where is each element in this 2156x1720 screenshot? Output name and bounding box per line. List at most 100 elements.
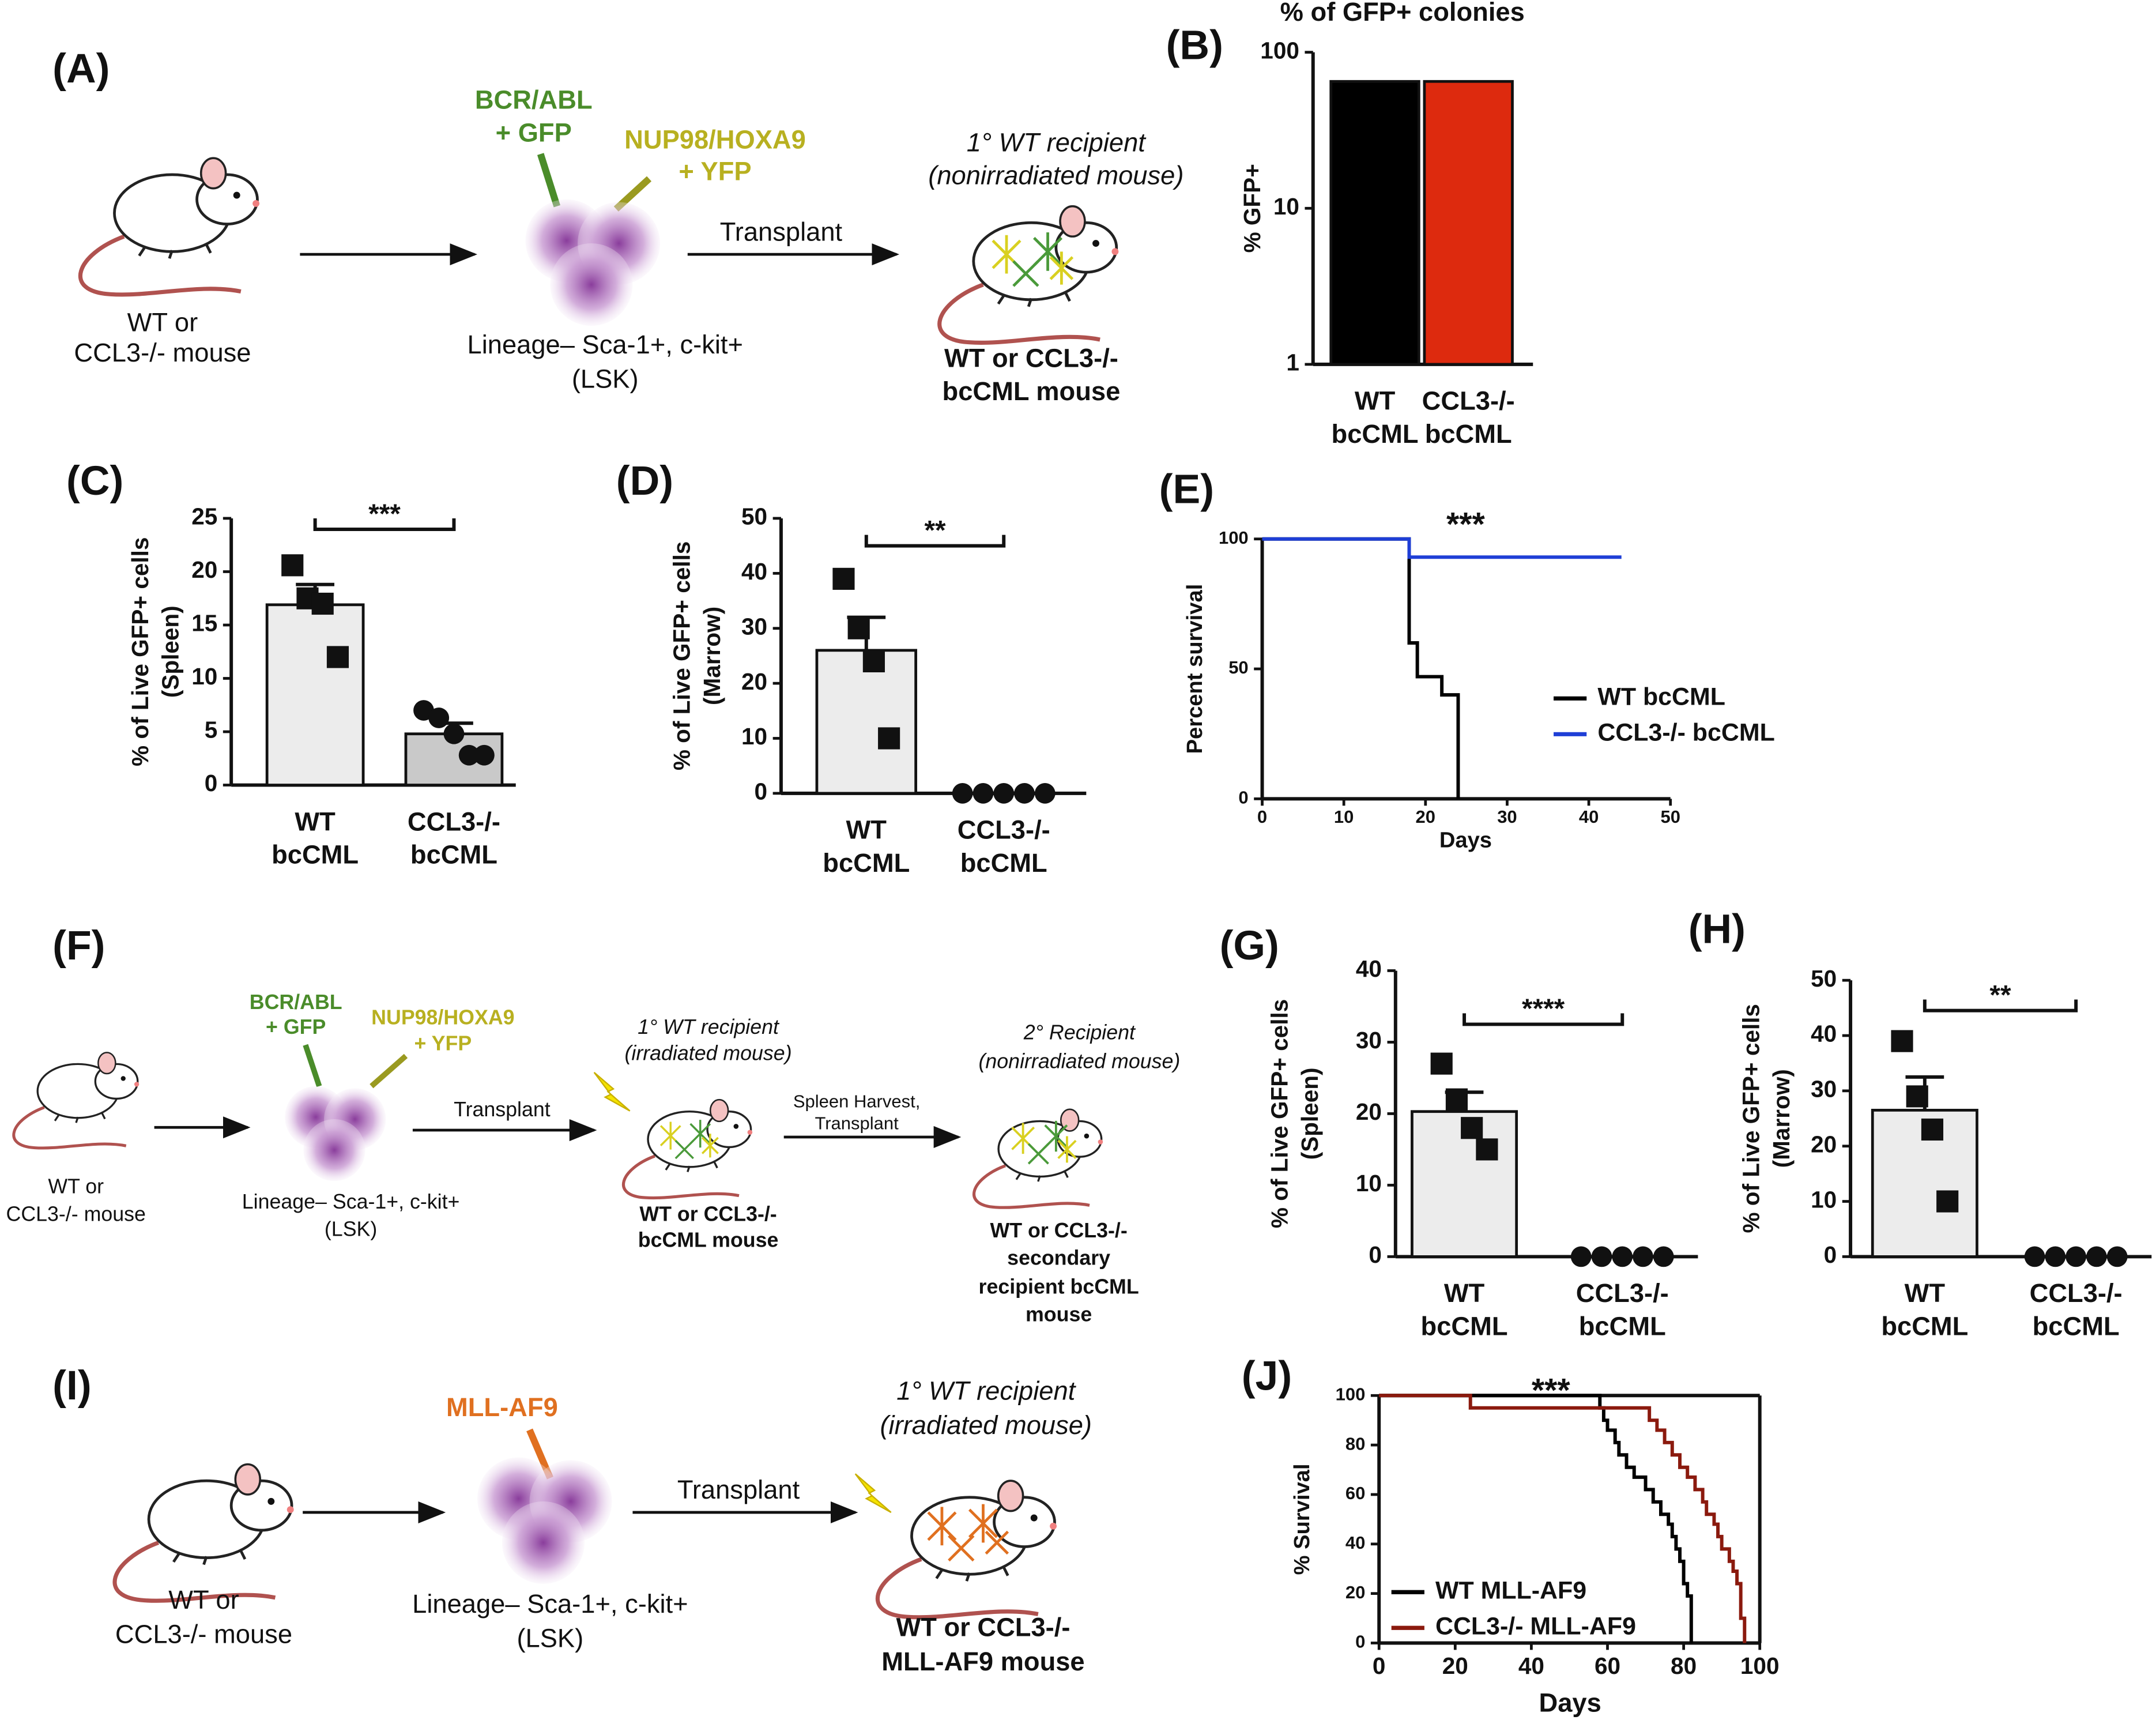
panel-label: (F) — [52, 923, 105, 969]
survival-line — [1379, 1394, 1747, 1643]
y-tick-label: 60 — [1345, 1483, 1365, 1503]
data-point — [1430, 1052, 1453, 1075]
y-tick-label: 15 — [191, 610, 217, 637]
legend-label: CCL3-/- MLL-AF9 — [1435, 1613, 1636, 1640]
survival-line — [1262, 537, 1460, 799]
x-tick-label: bcCML — [1332, 419, 1419, 449]
mouse-icon — [115, 1464, 294, 1601]
data-point — [2065, 1246, 2087, 1267]
recipient-label: (nonirradiated mouse) — [928, 161, 1183, 190]
y-tick-label: 40 — [1345, 1533, 1365, 1553]
survival-line — [1262, 537, 1622, 559]
data-point — [1476, 1138, 1498, 1161]
y-tick-label: 80 — [1345, 1433, 1365, 1454]
x-tick-label: WT — [1905, 1278, 1946, 1308]
step-label: Transplant — [677, 1475, 800, 1504]
cells-label: (LSK) — [517, 1624, 583, 1653]
step-label: Transplant — [815, 1113, 899, 1134]
x-tick-label: bcCML — [1579, 1311, 1666, 1341]
donor-label: WT or — [48, 1175, 104, 1198]
recipient-label: (nonirradiated mouse) — [979, 1050, 1181, 1073]
x-tick-label: bcCML — [1421, 1311, 1508, 1341]
data-point — [1014, 782, 1035, 804]
y-axis-label: % of Live GFP+ cells — [127, 537, 153, 766]
chart-title: % of GFP+ colonies — [1280, 0, 1525, 27]
legend-label: CCL3-/- bcCML — [1597, 719, 1774, 747]
x-tick-label: CCL3-/- — [408, 807, 500, 836]
vector-label: NUP98/HOXA9 — [371, 1006, 514, 1029]
x-tick-label: CCL3-/- — [958, 815, 1050, 845]
data-point — [1612, 1246, 1633, 1267]
panel-label: (B) — [1166, 22, 1223, 68]
y-tick-label: 0 — [205, 770, 218, 796]
radiation-icon — [593, 1071, 631, 1112]
y-tick-label: 0 — [1238, 788, 1248, 808]
cells-label: (LSK) — [572, 364, 639, 393]
cells-icon — [525, 199, 661, 326]
cells-label: (LSK) — [325, 1218, 377, 1241]
result-label: MLL-AF9 mouse — [881, 1647, 1084, 1676]
bar — [265, 603, 365, 786]
panel-label: (G) — [1220, 923, 1279, 969]
data-point — [1591, 1246, 1612, 1267]
legend-label: WT bcCML — [1597, 683, 1725, 711]
y-axis-label: (Spleen) — [1296, 1068, 1323, 1160]
x-tick-label: 20 — [1442, 1653, 1468, 1679]
y-tick-label: 20 — [741, 668, 767, 695]
significance-bracket — [864, 535, 1006, 548]
y-tick-label: 0 — [1824, 1241, 1837, 1268]
result-label: WT or CCL3-/- — [896, 1613, 1071, 1642]
arrow — [537, 153, 560, 208]
x-tick-label: WT — [295, 807, 336, 836]
cells-label: Lineage– Sca-1+, c-kit+ — [468, 330, 743, 359]
diagram-i: (I) WT or CCL3-/- mouse MLL-AF9 Lineage–… — [52, 1363, 1092, 1676]
donor-label: CCL3-/- mouse — [115, 1620, 292, 1649]
arrow — [303, 1044, 322, 1087]
x-tick-label: WT — [1355, 386, 1396, 416]
y-tick-label: 50 — [741, 503, 767, 530]
significance-label: ** — [924, 515, 946, 545]
result-label: mouse — [1026, 1303, 1092, 1326]
result-label: WT or CCL3-/- — [639, 1202, 777, 1225]
data-point — [2086, 1246, 2107, 1267]
data-point — [458, 744, 480, 766]
y-tick-label: 10 — [1273, 193, 1299, 220]
mouse-icon — [14, 1052, 139, 1148]
y-tick-label: 30 — [741, 613, 767, 639]
significance-bracket — [1463, 1013, 1624, 1026]
y-tick-label: 100 — [1260, 37, 1299, 63]
data-point — [1633, 1246, 1653, 1267]
significance-label: *** — [1532, 1372, 1571, 1409]
bar — [1423, 80, 1514, 366]
x-tick-label: 40 — [1579, 807, 1599, 827]
result-label: bcCML mouse — [638, 1229, 779, 1252]
vector-label: + GFP — [496, 118, 572, 148]
recipient-label: 2° Recipient — [1023, 1021, 1136, 1044]
y-tick-label: 0 — [1355, 1632, 1365, 1652]
y-axis-label: % of Live GFP+ cells — [1267, 999, 1293, 1228]
y-tick-label: 100 — [1336, 1384, 1366, 1404]
y-tick-label: 10 — [1811, 1186, 1837, 1213]
x-tick-label: 60 — [1595, 1653, 1620, 1679]
data-point — [443, 723, 465, 744]
x-axis-label: Days — [1439, 827, 1492, 852]
cells-icon — [285, 1086, 386, 1181]
vector-label: BCR/ABL — [250, 991, 342, 1014]
x-tick-label: bcCML — [1881, 1311, 1968, 1341]
x-tick-label: 50 — [1660, 807, 1680, 827]
mouse-icon — [623, 1100, 752, 1198]
x-tick-label: 0 — [1257, 807, 1267, 827]
x-tick-label: 30 — [1497, 807, 1517, 827]
result-label: recipient bcCML — [979, 1275, 1139, 1299]
data-point — [1906, 1085, 1928, 1108]
y-tick-label: 20 — [1811, 1131, 1837, 1157]
donor-label: CCL3-/- mouse — [6, 1202, 146, 1225]
y-axis-label: % of Live GFP+ cells — [1737, 1004, 1764, 1233]
arrow — [370, 1053, 408, 1089]
data-point — [952, 782, 973, 804]
data-point — [1034, 782, 1056, 804]
data-point — [1570, 1246, 1592, 1267]
bar — [1329, 80, 1420, 366]
x-tick-label: bcCML — [410, 840, 497, 870]
data-point — [281, 554, 304, 577]
